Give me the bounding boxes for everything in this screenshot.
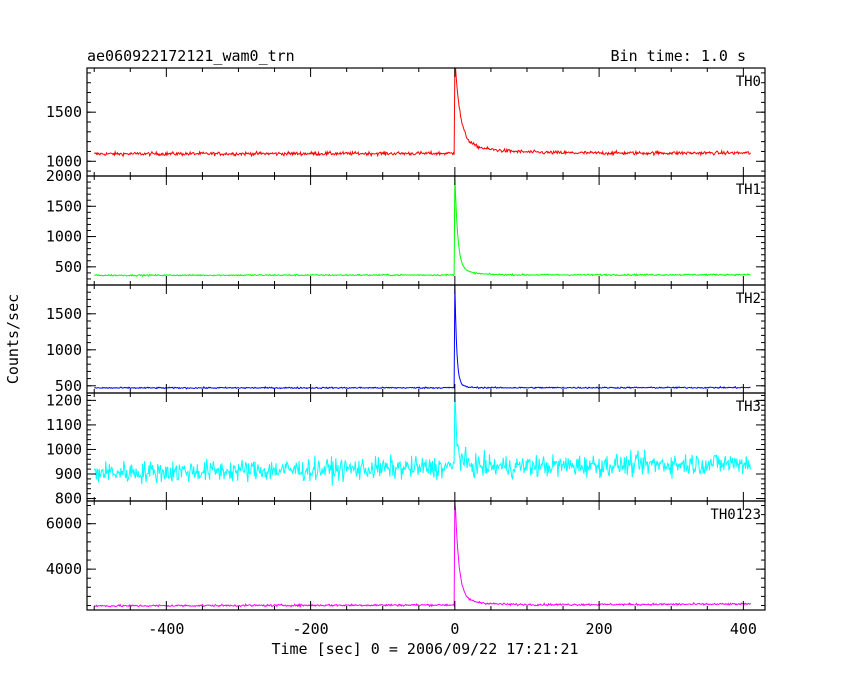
y-tick-label: 500	[55, 377, 82, 395]
x-tick-label: 400	[730, 620, 757, 638]
panel-th0: 1000 1500 TH0	[46, 67, 766, 177]
panel-frame	[86, 284, 766, 394]
y-tick-label: 1000	[46, 152, 82, 170]
y-tick-label: 6000	[46, 515, 82, 533]
y-tick-label: 800	[55, 490, 82, 508]
y-tick-label: 1000	[46, 440, 82, 458]
panel-label: TH0123	[710, 507, 761, 523]
panels-group: 1000 1500 TH0 500 1000 1500 2000 TH1 500 1000 1500…	[46, 67, 766, 611]
series-line-th0123	[94, 500, 751, 608]
series-line-th1	[94, 175, 751, 278]
panel-frame	[86, 500, 766, 611]
y-tick-label: 2000	[46, 167, 82, 185]
y-tick-label: 1500	[46, 103, 82, 121]
panel-label: TH1	[736, 182, 761, 198]
panel-frame	[86, 175, 766, 286]
y-tick-label: 1000	[46, 341, 82, 359]
y-tick-label: 1500	[46, 305, 82, 323]
panel-th1: 500 1000 1500 2000 TH1	[46, 167, 766, 286]
panel-label: TH0	[736, 74, 761, 90]
panel-label: TH3	[736, 399, 761, 415]
x-tick-label: -400	[148, 620, 184, 638]
panel-label: TH2	[736, 291, 761, 307]
x-tick-label: 200	[586, 620, 613, 638]
series-line-th0	[94, 67, 751, 158]
x-tick-label: -200	[293, 620, 329, 638]
y-tick-label: 500	[55, 258, 82, 276]
y-tick-label: 4000	[46, 560, 82, 578]
y-tick-label: 1500	[46, 197, 82, 215]
bin-time-label: Bin time: 1.0 s	[611, 47, 746, 65]
y-axis-title: Counts/sec	[4, 294, 22, 384]
y-tick-label: 1200	[46, 391, 82, 409]
x-axis: -400 -200 0 200 400	[148, 620, 757, 638]
panel-frame	[86, 67, 766, 177]
y-tick-label: 1000	[46, 228, 82, 246]
panel-th3: 800 900 1000 1100 1200 TH3	[46, 391, 766, 508]
x-axis-title: Time [sec] 0 = 2006/09/22 17:21:21	[271, 640, 578, 658]
chart-title: ae060922172121_wam0_trn	[87, 47, 295, 65]
panel-th0123: 4000 6000 TH0123	[46, 500, 766, 611]
series-line-th2	[94, 284, 751, 390]
y-tick-label: 1100	[46, 416, 82, 434]
x-tick-label: 0	[450, 620, 459, 638]
panel-th2: 500 1000 1500 TH2	[46, 284, 766, 395]
series-line-th3	[93, 392, 752, 486]
panel-frame	[86, 392, 766, 502]
y-tick-label: 900	[55, 465, 82, 483]
